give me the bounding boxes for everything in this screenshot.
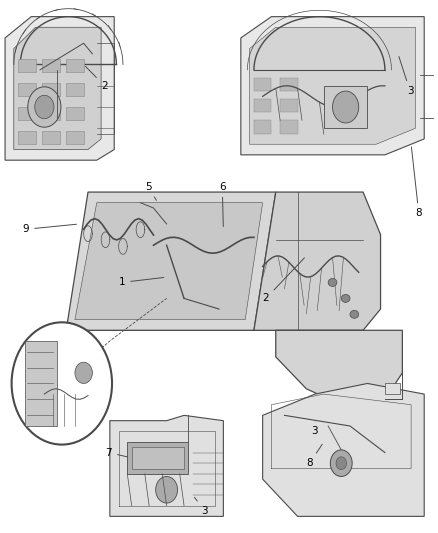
Bar (280, 99, 297, 112)
Bar (42, 59, 60, 72)
Polygon shape (75, 203, 263, 320)
Circle shape (75, 362, 92, 383)
Ellipse shape (328, 278, 337, 286)
Text: 2: 2 (263, 258, 304, 303)
Polygon shape (5, 17, 114, 160)
Text: 2: 2 (60, 384, 95, 394)
Text: 3: 3 (399, 56, 413, 96)
Bar (66, 131, 84, 144)
Ellipse shape (341, 294, 350, 302)
Text: 1: 1 (119, 278, 164, 287)
Circle shape (35, 95, 54, 119)
Bar (280, 78, 297, 91)
Text: 5: 5 (145, 182, 156, 200)
Bar (254, 99, 272, 112)
Bar (385, 383, 400, 394)
Bar (42, 131, 60, 144)
Polygon shape (110, 415, 223, 516)
Text: 3: 3 (194, 497, 208, 516)
Circle shape (336, 457, 346, 470)
Bar (324, 86, 367, 128)
Polygon shape (14, 27, 101, 150)
Bar (66, 83, 84, 96)
Text: 6: 6 (219, 182, 226, 227)
Polygon shape (66, 192, 276, 330)
Bar (66, 59, 84, 72)
Text: 3: 3 (311, 421, 317, 437)
Bar (132, 447, 184, 469)
Circle shape (155, 477, 177, 503)
Circle shape (332, 91, 359, 123)
Polygon shape (263, 383, 424, 516)
Bar (18, 131, 35, 144)
Polygon shape (241, 17, 424, 155)
Bar (18, 83, 35, 96)
Bar (280, 120, 297, 134)
Bar (127, 442, 188, 474)
Bar (254, 78, 272, 91)
Bar (18, 59, 35, 72)
Bar (66, 107, 84, 120)
Text: 8: 8 (306, 444, 322, 468)
Text: 7: 7 (106, 448, 129, 457)
Ellipse shape (350, 310, 359, 318)
Text: 2: 2 (85, 67, 108, 91)
Polygon shape (25, 341, 57, 426)
Circle shape (28, 87, 61, 127)
Polygon shape (276, 330, 403, 405)
Circle shape (330, 450, 352, 477)
Text: 8: 8 (411, 147, 422, 219)
Circle shape (12, 322, 112, 445)
Bar (18, 107, 35, 120)
Bar (42, 107, 60, 120)
Bar (254, 120, 272, 134)
Polygon shape (254, 192, 381, 330)
Bar (42, 83, 60, 96)
Text: 9: 9 (22, 224, 77, 235)
Polygon shape (250, 27, 416, 144)
